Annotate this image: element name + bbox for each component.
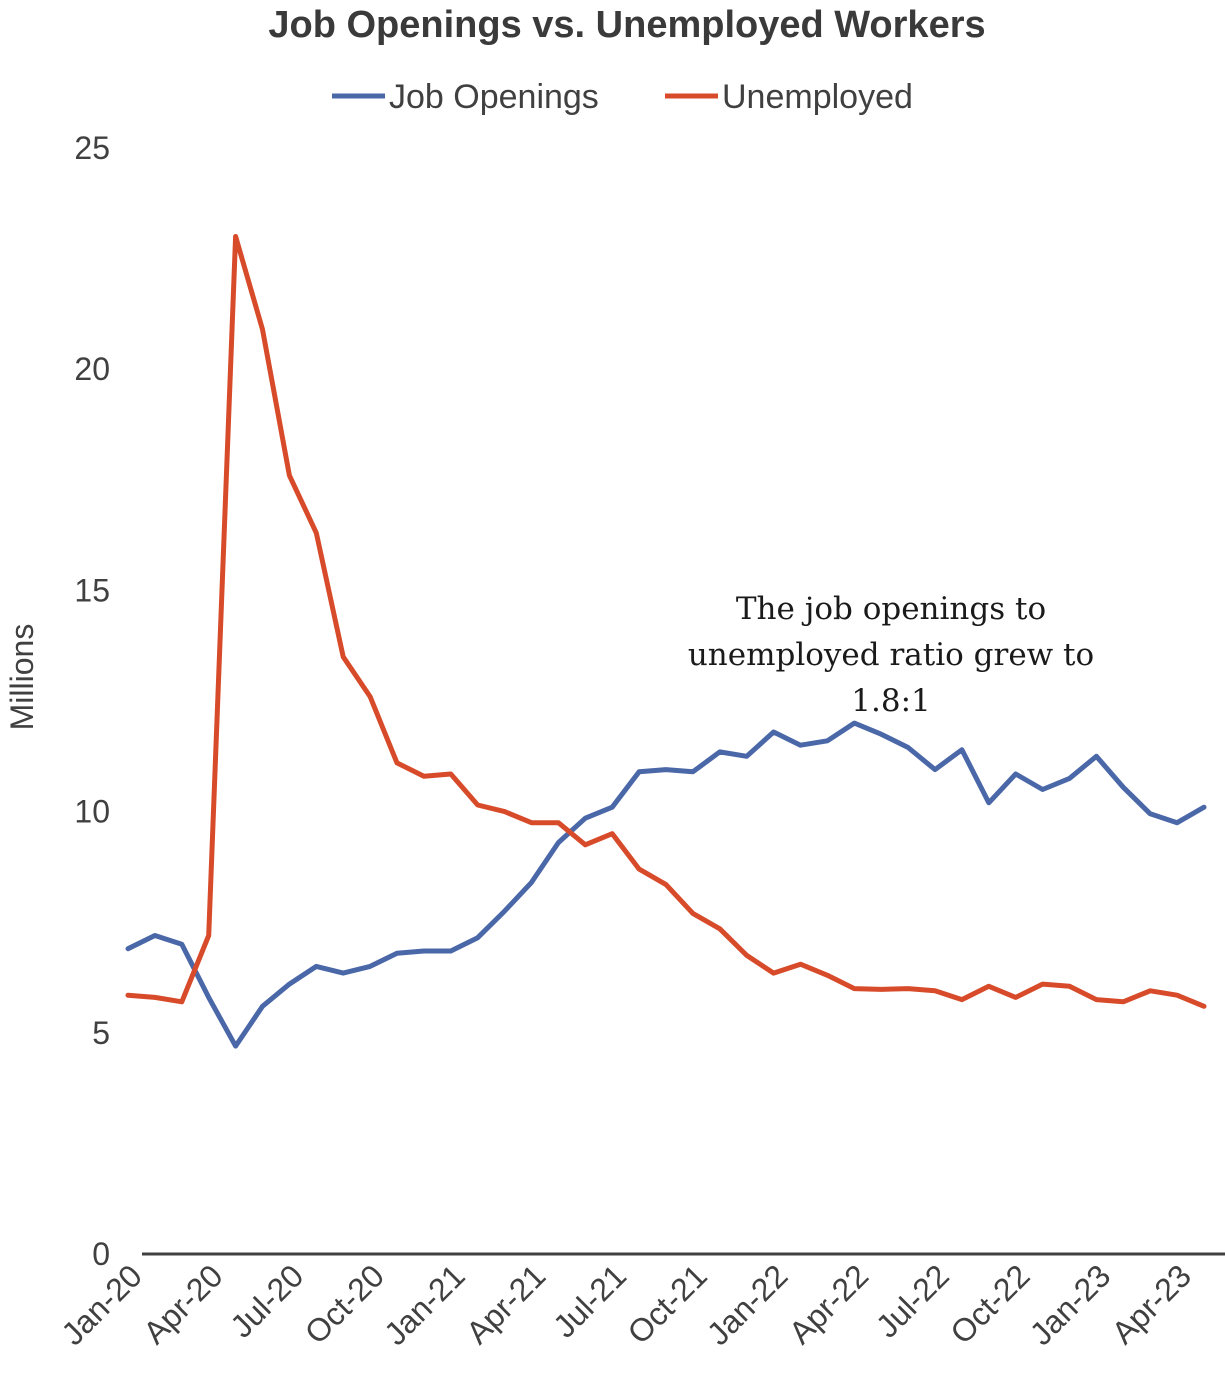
annotation-line-1: The job openings to xyxy=(736,591,1046,627)
y-tick-label: 20 xyxy=(74,351,110,387)
x-tick-label: Oct-21 xyxy=(620,1257,713,1350)
series-line-job-openings xyxy=(125,720,1207,1049)
annotation-line-2: unemployed ratio grew to xyxy=(688,637,1094,673)
annotation-line-3: 1.8:1 xyxy=(851,683,930,719)
x-tick-label: Jan-21 xyxy=(377,1257,472,1352)
legend-label-job-openings: Job Openings xyxy=(389,78,599,116)
y-axis-ticks: 0 5 10 15 20 25 xyxy=(74,130,110,1272)
x-axis-ticks: Jan-20Apr-20Jul-20Oct-20Jan-21Apr-21Jul-… xyxy=(54,1257,1198,1352)
series-line-unemployed xyxy=(125,234,1207,1009)
y-tick-label: 5 xyxy=(92,1015,110,1051)
x-tick-label: Jul-21 xyxy=(546,1257,633,1344)
y-axis-label: Millions xyxy=(4,624,40,731)
x-tick-label: Apr-20 xyxy=(136,1257,229,1350)
x-tick-label: Oct-20 xyxy=(298,1257,391,1350)
y-tick-label: 25 xyxy=(74,130,110,166)
x-tick-label: Jul-20 xyxy=(223,1257,310,1344)
x-tick-label: Apr-22 xyxy=(782,1257,875,1350)
y-tick-label: 15 xyxy=(74,572,110,608)
y-tick-label: 0 xyxy=(92,1236,110,1272)
chart-title: Job Openings vs. Unemployed Workers xyxy=(268,4,985,46)
x-tick-label: Apr-21 xyxy=(459,1257,552,1350)
legend: Job Openings Unemployed xyxy=(332,78,913,116)
x-tick-label: Jul-22 xyxy=(869,1257,956,1344)
y-tick-label: 10 xyxy=(74,794,110,830)
x-tick-label: Jan-23 xyxy=(1023,1257,1118,1352)
series-lines xyxy=(125,234,1207,1049)
x-tick-label: Apr-23 xyxy=(1105,1257,1198,1350)
legend-label-unemployed: Unemployed xyxy=(722,78,913,116)
x-tick-label: Oct-22 xyxy=(943,1257,1036,1350)
x-tick-label: Jan-22 xyxy=(700,1257,795,1352)
